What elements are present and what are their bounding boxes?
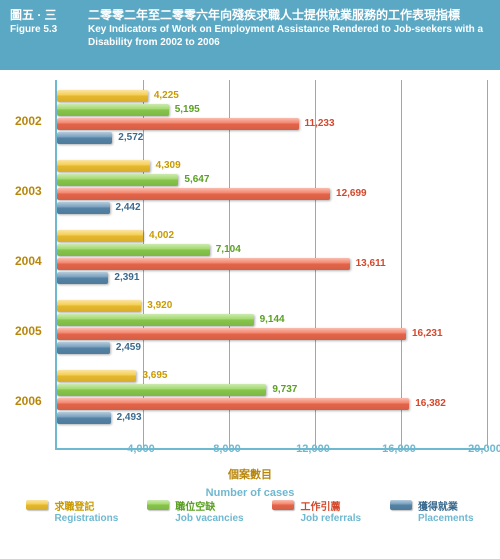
grid-line (401, 80, 402, 448)
year-label: 2002 (15, 114, 42, 128)
bar-referrals (57, 328, 406, 340)
figure-title-cn: 二零零二年至二零零六年向殘疾求職人士提供就業服務的工作表現指標 (88, 6, 490, 23)
bar-referrals (57, 188, 330, 200)
bar-referrals (57, 118, 299, 130)
bar-value-label: 3,695 (142, 370, 167, 381)
legend-item-registrations: 求職登記Registrations (26, 498, 118, 546)
bar-value-label: 3,920 (147, 300, 172, 311)
bar-referrals (57, 398, 409, 410)
figure-label-en: Figure 5.3 (10, 23, 80, 36)
bar-value-label: 5,647 (184, 174, 209, 185)
year-label: 2003 (15, 184, 42, 198)
bar-vacancies (57, 384, 266, 396)
legend-item-vacancies: 職位空缺Job vacancies (147, 498, 243, 546)
chart-header: 圖五 · 三 Figure 5.3 二零零二年至二零零六年向殘疾求職人士提供就業… (0, 0, 500, 70)
bar-registrations (57, 90, 148, 102)
bar-value-label: 4,225 (154, 90, 179, 101)
bar-vacancies (57, 314, 254, 326)
legend-label-en: Job referrals (300, 513, 361, 524)
bar-registrations (57, 160, 150, 172)
year-label: 2004 (15, 254, 42, 268)
bar-value-label: 9,144 (260, 314, 285, 325)
bar-value-label: 9,737 (272, 384, 297, 395)
bar-registrations (57, 370, 136, 382)
x-tick-label: 16,000 (382, 443, 416, 455)
legend-label-en: Registrations (54, 513, 118, 524)
bar-vacancies (57, 174, 178, 186)
chart-area: 2002 4,225 5,195 11,233 2,572 2003 4,3095,647 1… (0, 70, 500, 490)
legend-swatch (26, 500, 48, 510)
bar-referrals (57, 258, 350, 270)
bar-placements (57, 272, 108, 284)
plot-region: 20024,2255,19511,2332,57220034,3095,6471… (55, 80, 485, 450)
bar-placements (57, 202, 110, 214)
x-tick-label: 12,000 (296, 443, 330, 455)
legend-swatch (390, 500, 412, 510)
bar-placements (57, 412, 111, 424)
legend-text: 職位空缺Job vacancies (175, 498, 243, 524)
bar-registrations (57, 230, 143, 242)
bar-value-label: 5,195 (175, 104, 200, 115)
year-label: 2005 (15, 324, 42, 338)
x-tick-label: 4,000 (127, 443, 155, 455)
legend-item-referrals: 工作引薦Job referrals (272, 498, 361, 546)
bar-vacancies (57, 244, 210, 256)
bar-value-label: 16,231 (412, 328, 443, 339)
x-tick-label: 20,000 (468, 443, 500, 455)
grid-line (487, 80, 488, 448)
legend-swatch (272, 500, 294, 510)
bar-value-label: 4,002 (149, 230, 174, 241)
bar-value-label: 2,459 (116, 342, 141, 353)
legend-text: 獲得就業Placements (418, 498, 474, 524)
x-axis-label-cn: 個案數目 (228, 469, 272, 481)
legend-text: 工作引薦Job referrals (300, 498, 361, 524)
bar-value-label: 4,309 (156, 160, 181, 171)
year-label: 2006 (15, 394, 42, 408)
x-axis-label: 個案數目 Number of cases (0, 465, 500, 501)
figure-label-cn: 圖五 · 三 (10, 6, 80, 23)
bar-value-label: 13,611 (356, 258, 386, 269)
bar-vacancies (57, 104, 169, 116)
bar-value-label: 2,442 (116, 202, 141, 213)
x-axis-label-en: Number of cases (206, 487, 295, 499)
bar-value-label: 12,699 (336, 188, 367, 199)
bar-value-label: 16,382 (415, 398, 446, 409)
bar-value-label: 2,493 (117, 412, 142, 423)
bar-value-label: 2,572 (118, 132, 143, 143)
bar-value-label: 11,233 (305, 118, 335, 129)
legend-swatch (147, 500, 169, 510)
bar-placements (57, 132, 112, 144)
legend-item-placements: 獲得就業Placements (390, 498, 474, 546)
bar-placements (57, 342, 110, 354)
legend-text: 求職登記Registrations (54, 498, 118, 524)
legend-label-en: Job vacancies (175, 513, 243, 524)
bar-registrations (57, 300, 141, 312)
figure-title-en: Key Indicators of Work on Employment Ass… (88, 23, 490, 49)
bar-value-label: 7,104 (216, 244, 241, 255)
x-tick-label: 8,000 (213, 443, 241, 455)
bar-value-label: 2,391 (114, 272, 139, 283)
legend-label-en: Placements (418, 513, 474, 524)
